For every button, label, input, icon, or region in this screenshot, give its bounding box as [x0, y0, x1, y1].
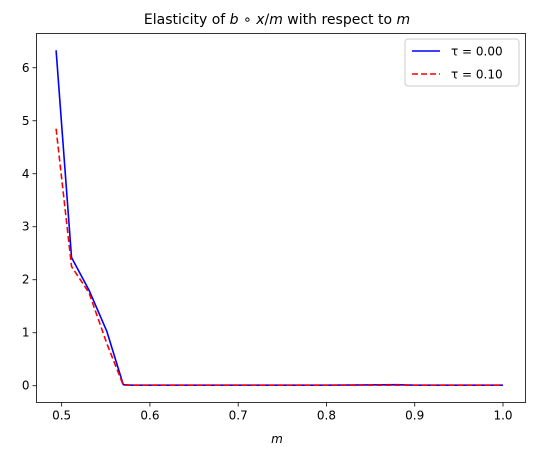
x-tick-label: 0.6 [140, 409, 159, 423]
y-tick-label: 4 [22, 167, 30, 181]
legend: τ = 0.00 τ = 0.10 [404, 38, 520, 87]
plot-frame [36, 33, 526, 403]
lines-layer [55, 50, 503, 387]
y-tick-label: 2 [22, 273, 30, 287]
y-tick-label: 3 [22, 220, 30, 234]
x-tick-label: 1.0 [493, 409, 512, 423]
legend-label-series-1: τ = 0.00 [451, 45, 503, 59]
title-expr-slash: / [265, 12, 270, 28]
y-tick-label: 1 [22, 326, 30, 340]
title-middle: with respect to [283, 12, 397, 28]
title-var: m [396, 12, 410, 28]
x-tick-label: 0.8 [317, 409, 336, 423]
legend-label-series-2: τ = 0.10 [451, 68, 503, 82]
title-expr-b: b [230, 12, 239, 28]
y-tick-label: 6 [22, 61, 30, 75]
y-tick-label: 5 [22, 114, 30, 128]
series-line-1 [55, 50, 503, 387]
ticks-layer: 0.5 0.6 0.7 0.8 0.9 1.0 0 1 2 3 4 5 6 [22, 61, 513, 423]
title-expr-m: m [269, 12, 283, 28]
y-tick-label: 0 [22, 379, 30, 393]
title-expr-op: ∘ [239, 12, 257, 28]
x-tick-label: 0.7 [229, 409, 248, 423]
x-tick-label: 0.9 [405, 409, 424, 423]
title-expr-x: x [255, 12, 265, 28]
x-tick-label: 0.5 [52, 409, 71, 423]
title-prefix: Elasticity of [144, 12, 230, 28]
series-line-2 [55, 128, 503, 387]
chart-title: Elasticity of b ∘ x/m with respect to m [144, 12, 410, 28]
x-axis-label: m [271, 432, 283, 446]
